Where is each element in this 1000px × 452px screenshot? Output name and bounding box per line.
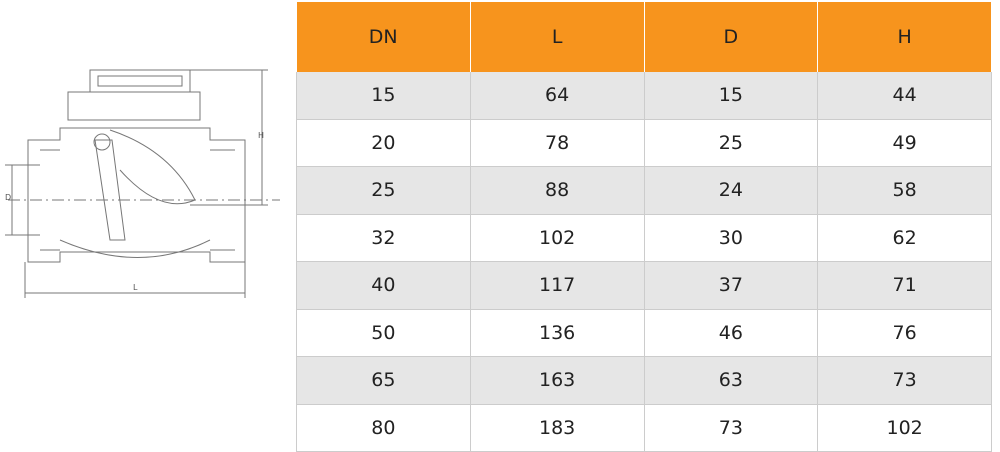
table-cell: 46 — [644, 309, 819, 357]
table-cell: 49 — [817, 119, 992, 167]
header-cell: H — [817, 2, 992, 72]
table-row: 80 183 73 102 — [296, 404, 992, 452]
header-row: DN L D H — [296, 2, 992, 72]
dim-label: D — [5, 193, 11, 202]
table-cell: 24 — [644, 166, 819, 215]
table-cell: 102 — [470, 214, 645, 262]
table-cell: 50 — [296, 309, 471, 357]
table-cell: 32 — [296, 214, 471, 262]
table-cell: 78 — [470, 119, 645, 167]
table-row: 15 64 15 44 — [296, 72, 992, 120]
header-cell: D — [644, 2, 819, 72]
header-cell: DN — [296, 2, 471, 72]
table-cell: 63 — [644, 356, 819, 405]
table-cell: 73 — [817, 356, 992, 405]
table-cell: 102 — [817, 404, 992, 452]
header-cell: L — [470, 2, 645, 72]
table-cell: 71 — [817, 261, 992, 310]
table-cell: 76 — [817, 309, 992, 357]
table-row: 20 78 25 49 — [296, 119, 992, 167]
spec-table: DN L D H 15 64 15 44 20 78 25 49 25 88 24 58 32 102 30 62 40… — [296, 2, 992, 452]
table-row: 50 136 46 76 — [296, 309, 992, 357]
table-row: 65 163 63 73 — [296, 356, 992, 405]
table-cell: 62 — [817, 214, 992, 262]
table-cell: 163 — [470, 356, 645, 405]
table-cell: 58 — [817, 166, 992, 215]
table-cell: 73 — [644, 404, 819, 452]
table-cell: 15 — [644, 72, 819, 120]
table-cell: 64 — [470, 72, 645, 120]
table-cell: 65 — [296, 356, 471, 405]
table-cell: 183 — [470, 404, 645, 452]
table-cell: 44 — [817, 72, 992, 120]
dim-label: L — [133, 283, 138, 292]
table-cell: 15 — [296, 72, 471, 120]
table-row: 32 102 30 62 — [296, 214, 992, 262]
valve-drawing: H D L — [5, 69, 280, 298]
table-cell: 136 — [470, 309, 645, 357]
table-cell: 40 — [296, 261, 471, 310]
table-row: 40 117 37 71 — [296, 261, 992, 310]
table-cell: 20 — [296, 119, 471, 167]
dim-label: H — [258, 131, 264, 140]
table-cell: 37 — [644, 261, 819, 310]
table-cell: 25 — [644, 119, 819, 167]
table-cell: 80 — [296, 404, 471, 452]
table-row: 25 88 24 58 — [296, 166, 992, 215]
table-cell: 88 — [470, 166, 645, 215]
table-cell: 117 — [470, 261, 645, 310]
table-cell: 25 — [296, 166, 471, 215]
table-cell: 30 — [644, 214, 819, 262]
